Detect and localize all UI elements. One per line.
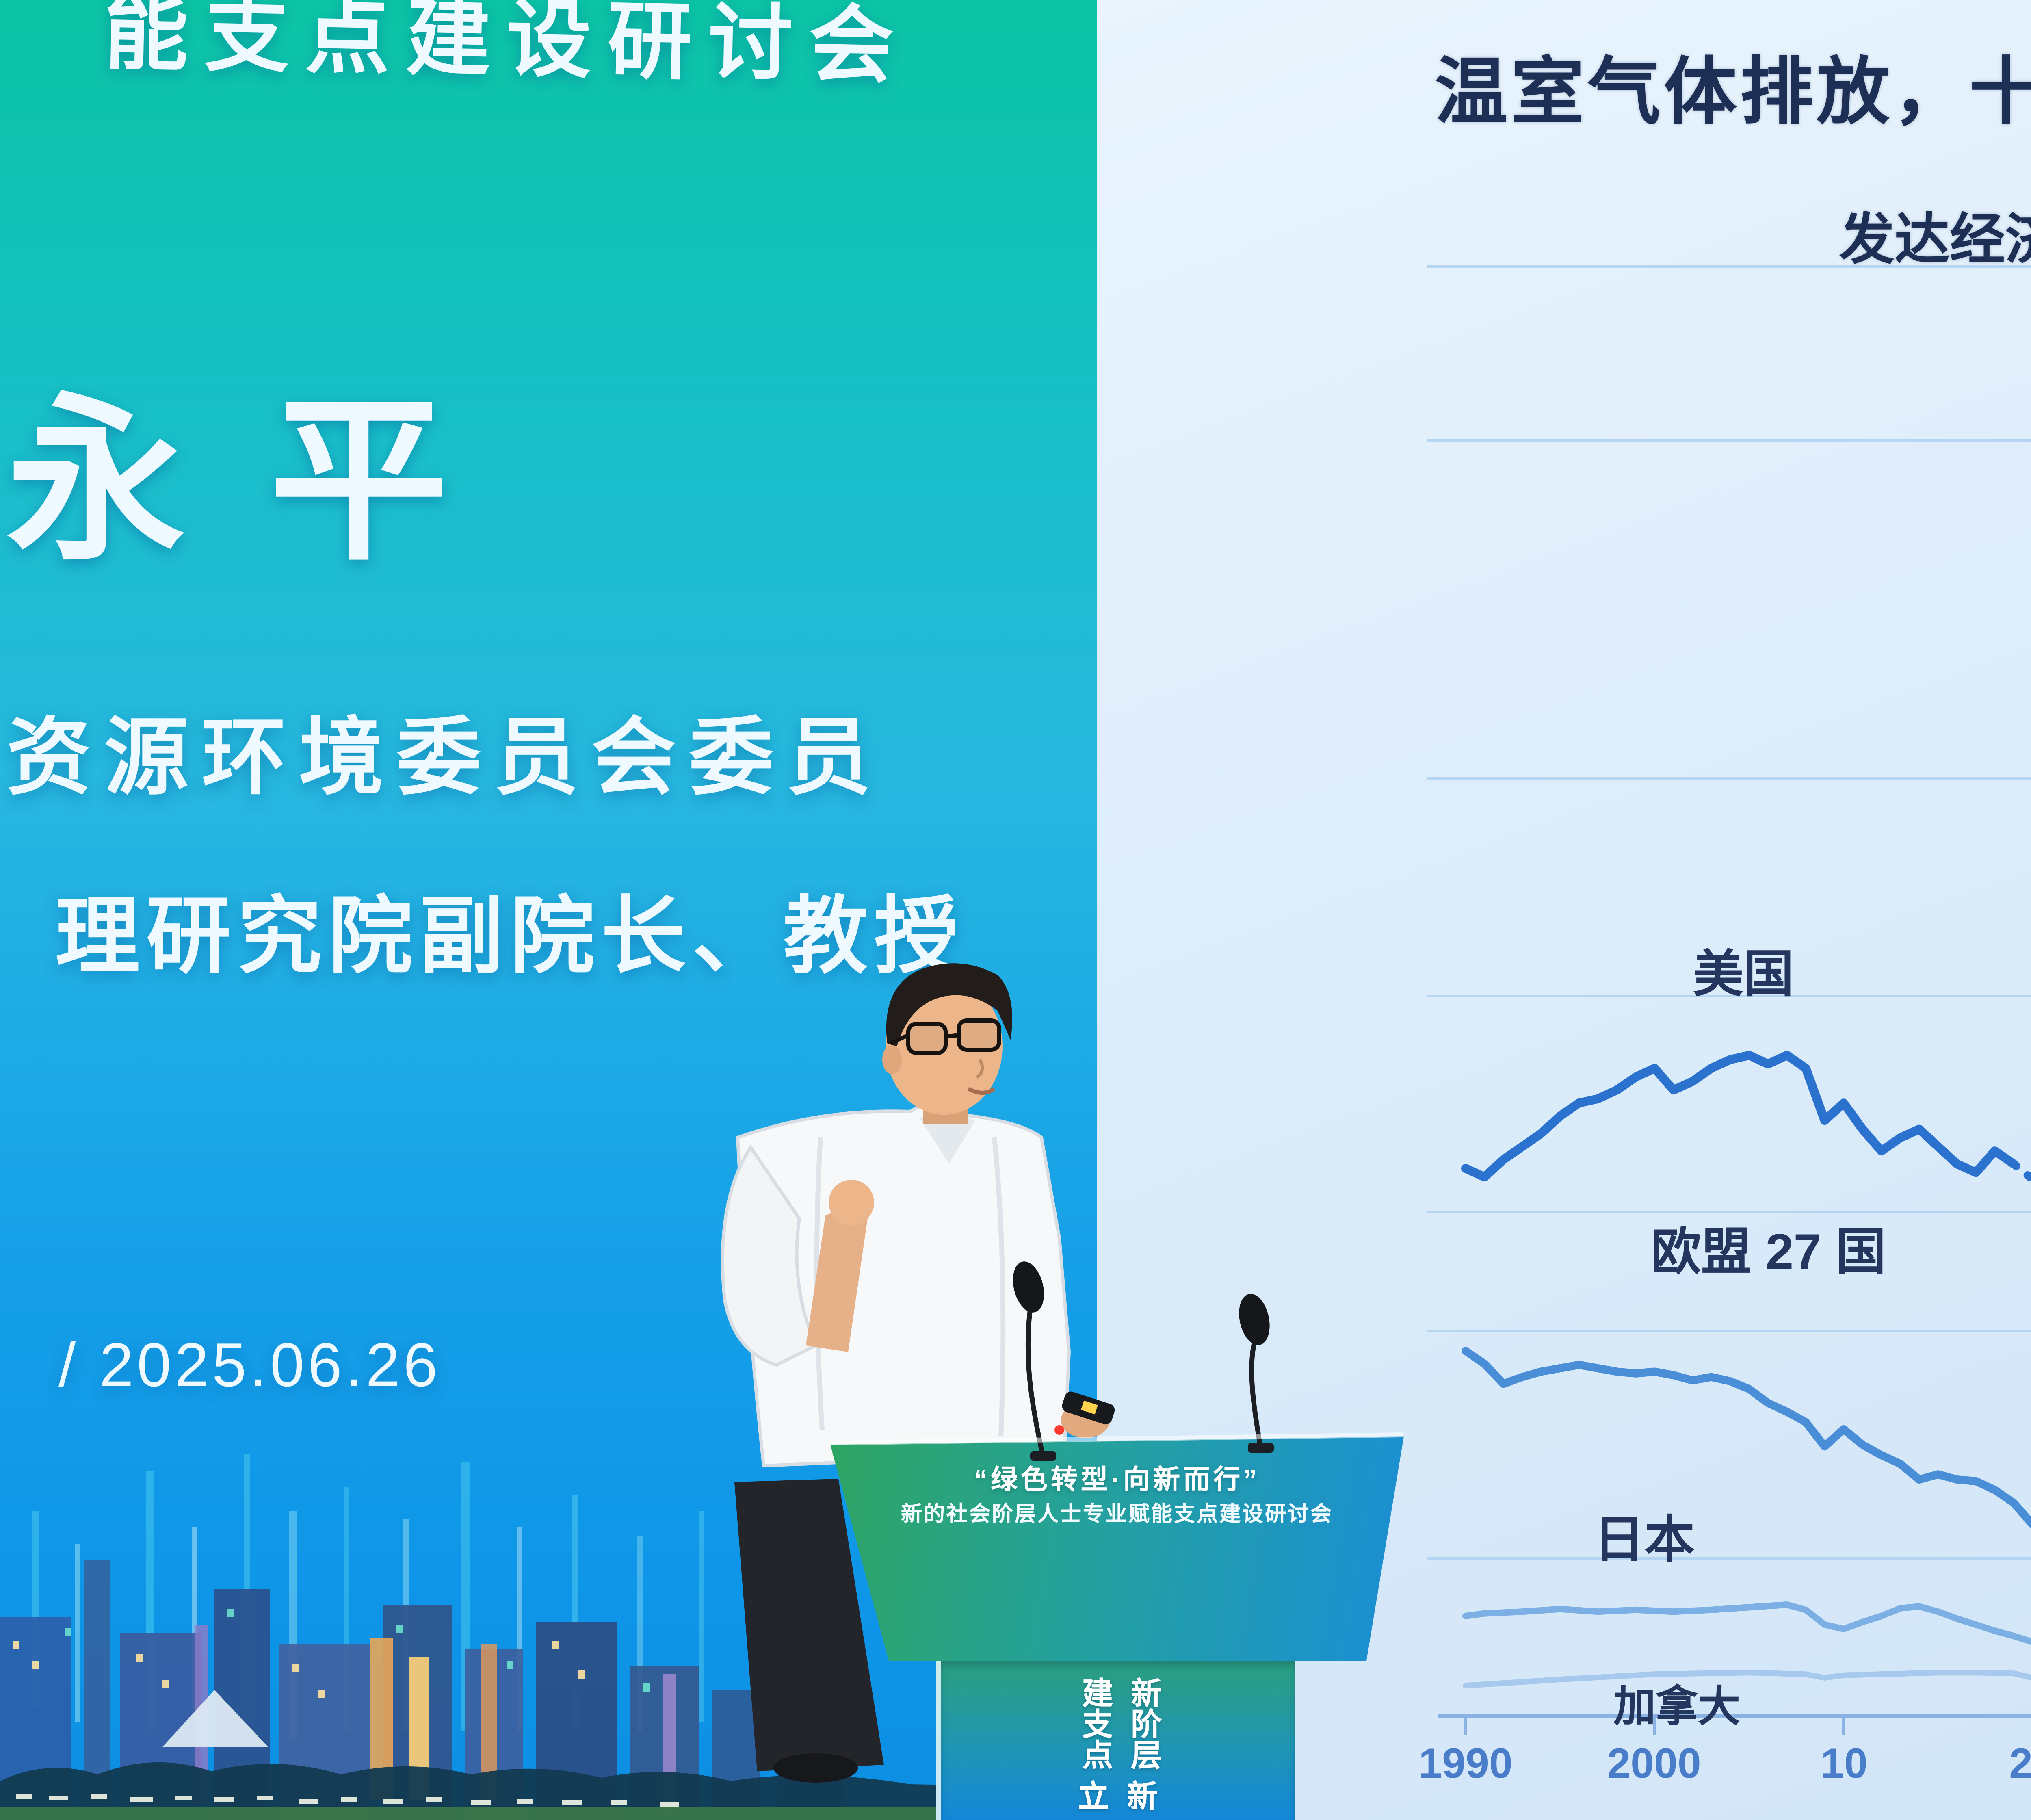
speaker-hair — [886, 963, 1012, 1046]
speaker-forearm — [806, 1196, 871, 1352]
podium-quote-line: “绿色转型·向新而行” — [974, 1466, 1260, 1495]
slide-section-label: 发达经济体 — [1839, 210, 2031, 271]
series-label-us: 美国 — [1693, 946, 1794, 1003]
x-tick-2000: 2000 — [1607, 1739, 1701, 1788]
microphone-icon — [1013, 1261, 1044, 1313]
speaker-sleeve — [721, 1144, 818, 1367]
speaker-nose — [975, 1059, 984, 1079]
clicker-red-light — [1054, 1425, 1064, 1435]
event-date: / 2025.06.26 — [58, 1332, 441, 1401]
pedestal-left-top: 建支点 — [1077, 1677, 1111, 1770]
podium: “绿色转型·向新而行” 新的社会阶层人士专业赋能支点建设研讨会 — [830, 1436, 1404, 1661]
speaker-mouth — [967, 1087, 996, 1095]
city-skyline — [0, 1454, 1097, 1820]
podium-pedestal: 建支点 立 新阶层 新 — [936, 1661, 1295, 1820]
x-tick-1990: 1990 — [1418, 1739, 1513, 1788]
speaker-role-line1: 资源环境委员会委员 — [6, 712, 884, 806]
pedestal-right-top: 新阶层 — [1126, 1677, 1160, 1770]
podium-event-line: 新的社会阶层人士专业赋能支点建设研讨会 — [901, 1502, 1333, 1526]
eu-line — [1462, 1347, 2031, 1529]
pedestal-column-right: 新阶层 新 — [1123, 1677, 1162, 1818]
microphone-stem — [1249, 1341, 1263, 1450]
pedestal-column-left: 建支点 立 — [1074, 1677, 1113, 1818]
series-label-canada: 加拿大 — [1613, 1682, 1741, 1731]
shirt-fold — [992, 1137, 1006, 1437]
speaker-ear — [882, 1045, 902, 1074]
speaker-hand-raised — [829, 1180, 874, 1225]
canada-line — [1463, 1670, 2031, 1689]
microphone-icon — [1239, 1294, 1270, 1346]
speaker-role-line2: 理研究院副院长、教授 — [55, 890, 966, 985]
speaker-shoe — [773, 1753, 858, 1783]
speaker-trousers — [734, 1479, 884, 1771]
podium-top-highlight — [830, 1432, 1404, 1445]
speaker-name: 永平 — [6, 382, 533, 582]
japan-line — [1462, 1601, 2031, 1645]
skyline-lights-row — [16, 1794, 679, 1807]
microphone-base — [1030, 1451, 1056, 1461]
microphone-base — [1248, 1443, 1274, 1453]
led-banner: 能支点建设研讨会 永平 资源环境委员会委员 理研究院副院长、教授 / 2025.… — [0, 0, 1097, 1820]
slide-title: 温室气体排放，十亿吨二氧化碳当量 — [1435, 50, 2031, 133]
microphone-stem — [1025, 1309, 1046, 1458]
series-label-japan: 日本 — [1594, 1511, 1695, 1568]
series-label-eu: 欧盟 27 国 — [1651, 1224, 1886, 1280]
speaker-glasses — [889, 1018, 1001, 1055]
us-line — [1461, 1051, 2018, 1182]
x-tick-2010: 10 — [1821, 1739, 1868, 1788]
presenter-clicker-icon — [1062, 1391, 1115, 1425]
pedestal-left-bottom: 立 — [1078, 1781, 1109, 1815]
pedestal-right-bottom: 新 — [1126, 1781, 1158, 1815]
x-tick-2020: 20 — [2009, 1739, 2031, 1788]
